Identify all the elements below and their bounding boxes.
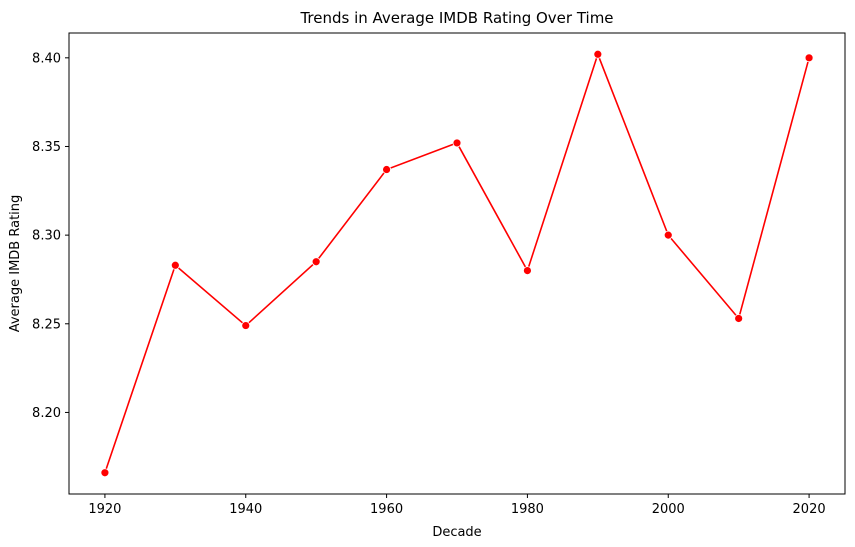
data-point-1940 bbox=[241, 321, 251, 330]
x-tick-label: 2000 bbox=[652, 502, 685, 517]
x-axis-ticks: 1920 1940 1960 1980 2000 2020 bbox=[88, 494, 826, 517]
data-point-1960 bbox=[382, 165, 391, 174]
y-tick-label: 8.25 bbox=[32, 317, 61, 332]
chart-title: Trends in Average IMDB Rating Over Time bbox=[299, 9, 613, 27]
x-axis-label: Decade bbox=[432, 525, 481, 540]
plot-frame bbox=[68, 32, 846, 495]
y-tick-label: 8.40 bbox=[32, 51, 61, 66]
data-point-1920 bbox=[100, 468, 110, 478]
series-points bbox=[100, 49, 814, 478]
data-point-1930 bbox=[170, 260, 180, 270]
data-point-2000 bbox=[663, 230, 673, 240]
y-tick-label: 8.20 bbox=[32, 406, 61, 421]
x-tick-label: 1920 bbox=[88, 502, 121, 517]
data-point-2010 bbox=[734, 314, 744, 323]
data-point-1990 bbox=[593, 49, 603, 59]
x-tick-label: 1960 bbox=[370, 502, 403, 517]
y-tick-label: 8.35 bbox=[32, 140, 61, 155]
x-tick-label: 1980 bbox=[511, 502, 544, 517]
data-point-1950 bbox=[311, 257, 321, 267]
data-point-1980 bbox=[523, 266, 532, 275]
y-axis-ticks: 8.20 8.25 8.30 8.35 8.40 bbox=[32, 51, 69, 421]
y-axis-label: Average IMDB Rating bbox=[8, 195, 23, 333]
x-tick-label: 1940 bbox=[229, 502, 262, 517]
data-point-1970 bbox=[452, 138, 462, 148]
y-tick-label: 8.30 bbox=[32, 229, 61, 244]
x-tick-label: 2020 bbox=[793, 502, 826, 517]
series-line bbox=[104, 51, 810, 473]
data-point-2020 bbox=[804, 53, 814, 63]
